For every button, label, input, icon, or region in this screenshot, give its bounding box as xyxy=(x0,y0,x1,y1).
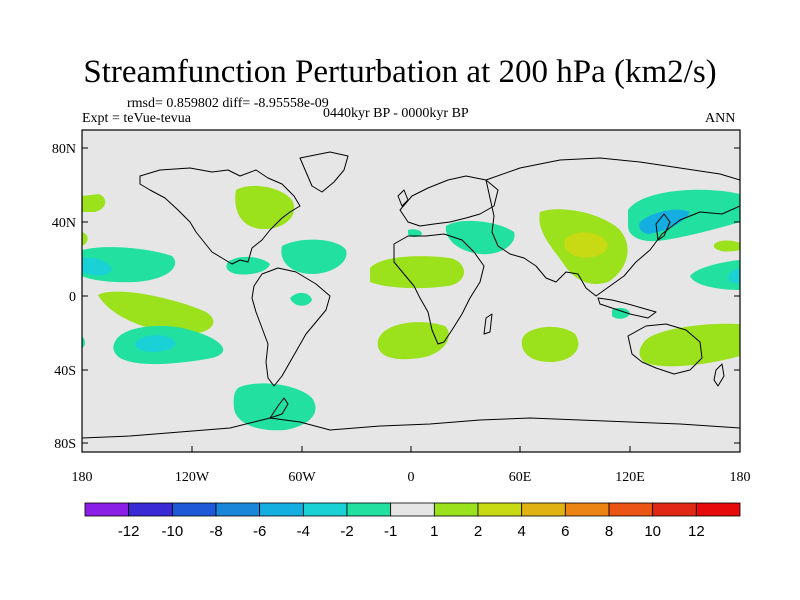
colorbar-swatch-1 xyxy=(128,502,173,517)
colorbar-label-12: 10 xyxy=(644,523,661,540)
coast-antarctic-peninsula xyxy=(269,397,289,419)
contour-neg-north-atlantic xyxy=(281,239,347,274)
lon-label-120e: 120E xyxy=(615,470,645,485)
lat-label-eq: 0 xyxy=(69,290,76,305)
lon-label-180w: 180 xyxy=(72,470,93,485)
contour-pos-australia xyxy=(639,323,740,367)
lat-label-40n: 40N xyxy=(52,216,76,231)
colorbar-label-13: 12 xyxy=(688,523,705,540)
colorbar-label-9: 4 xyxy=(517,523,525,540)
map-frame xyxy=(81,129,741,453)
coast-north-america xyxy=(139,167,301,265)
lat-label-80s: 80S xyxy=(54,437,76,452)
coastlines xyxy=(82,151,740,439)
contour-neg-west-pacific xyxy=(690,260,740,290)
contour-neg-black-sea xyxy=(408,229,422,237)
colorbar-swatch-8 xyxy=(433,502,479,517)
coast-europe xyxy=(399,175,499,227)
colorbar-swatch-11 xyxy=(564,502,610,517)
colorbar-label-6: -1 xyxy=(384,523,397,540)
colorbar-label-2: -8 xyxy=(209,523,222,540)
lon-label-180e: 180 xyxy=(730,470,751,485)
colorbar-swatch-3 xyxy=(215,502,261,517)
colorbar-label-10: 6 xyxy=(561,523,569,540)
season-label: ANN xyxy=(705,111,736,126)
colorbar-swatch-4 xyxy=(259,502,304,517)
lon-label-120w: 120W xyxy=(175,470,210,485)
contour-neg-indonesia xyxy=(612,307,630,319)
lat-label-80n: 80N xyxy=(52,142,76,157)
colorbar-label-11: 8 xyxy=(605,523,613,540)
contour-pos-indian-ocean xyxy=(521,326,579,362)
colorbar-label-3: -6 xyxy=(253,523,266,540)
colorbar-label-1: -10 xyxy=(161,523,183,540)
plot-title: Streamfunction Perturbation at 200 hPa (… xyxy=(83,54,717,90)
contour-pos-tibet-core xyxy=(564,232,608,258)
colorbar-swatch-14 xyxy=(695,502,741,517)
contour-neg-antarctic xyxy=(233,383,316,431)
coast-japan xyxy=(655,213,671,241)
colorbar-swatch-2 xyxy=(171,502,217,517)
contour-neg-far-west-edge xyxy=(82,336,85,348)
colorbar: -12 -10 -8 -6 -4 -2 -1 1 2 4 6 8 10 12 xyxy=(84,502,741,540)
lat-label-40s: 40S xyxy=(54,364,76,379)
lon-label-60w: 60W xyxy=(288,470,316,485)
colorbar-label-5: -2 xyxy=(340,523,353,540)
contour-neg-north-pacific-east-core xyxy=(82,257,112,276)
contour-neg-south-pacific-core xyxy=(135,335,176,352)
time-period-label: 0440kyr BP - 0000kyr BP xyxy=(323,106,469,121)
colorbar-label-4: -4 xyxy=(297,523,310,540)
contour-neg-west-pacific-core xyxy=(728,268,740,284)
coast-asia xyxy=(485,157,740,297)
colorbar-swatch-10 xyxy=(521,502,566,517)
lon-label-60e: 60E xyxy=(509,470,532,485)
colorbar-swatch-7 xyxy=(390,502,435,517)
lon-label-0: 0 xyxy=(408,470,415,485)
coast-uk xyxy=(397,189,409,207)
colorbar-swatch-12 xyxy=(608,502,654,517)
colorbar-swatch-6 xyxy=(346,502,392,517)
contour-pos-north-atlantic xyxy=(235,185,295,230)
coast-indonesia xyxy=(597,297,657,319)
coast-australia xyxy=(627,323,703,375)
coast-madagascar xyxy=(483,313,493,335)
experiment-label: Expt = teVue-tevua xyxy=(82,111,191,126)
contour-pos-east-pacific xyxy=(82,232,88,245)
coast-antarctica xyxy=(82,417,740,439)
contour-pos-atlantic-band xyxy=(82,194,106,212)
contour-pos-mid-pacific xyxy=(713,240,740,252)
contour-pos-south-pacific xyxy=(98,291,214,334)
rmsd-diff-stats: rmsd= 0.859802 diff= -8.95558e-09 xyxy=(127,96,329,111)
colorbar-label-0: -12 xyxy=(118,523,140,540)
contour-pos-africa xyxy=(370,256,464,289)
contour-pos-south-atlantic xyxy=(377,322,449,360)
colorbar-label-7: 1 xyxy=(430,523,438,540)
colorbar-label-8: 2 xyxy=(474,523,482,540)
colorbar-swatch-9 xyxy=(477,502,523,517)
colorbar-swatch-0 xyxy=(84,502,130,517)
coast-greenland xyxy=(299,151,349,193)
perturbation-contours xyxy=(82,185,740,431)
coast-south-america xyxy=(251,267,331,387)
contour-neg-japan-core xyxy=(639,209,690,234)
map-background xyxy=(82,130,740,452)
coast-new-zealand xyxy=(713,363,725,387)
colorbar-swatch-5 xyxy=(302,502,348,517)
contour-neg-amazon xyxy=(290,292,312,306)
coast-africa xyxy=(393,233,485,345)
contour-neg-mediterranean xyxy=(445,220,515,255)
colorbar-swatch-13 xyxy=(652,502,697,517)
